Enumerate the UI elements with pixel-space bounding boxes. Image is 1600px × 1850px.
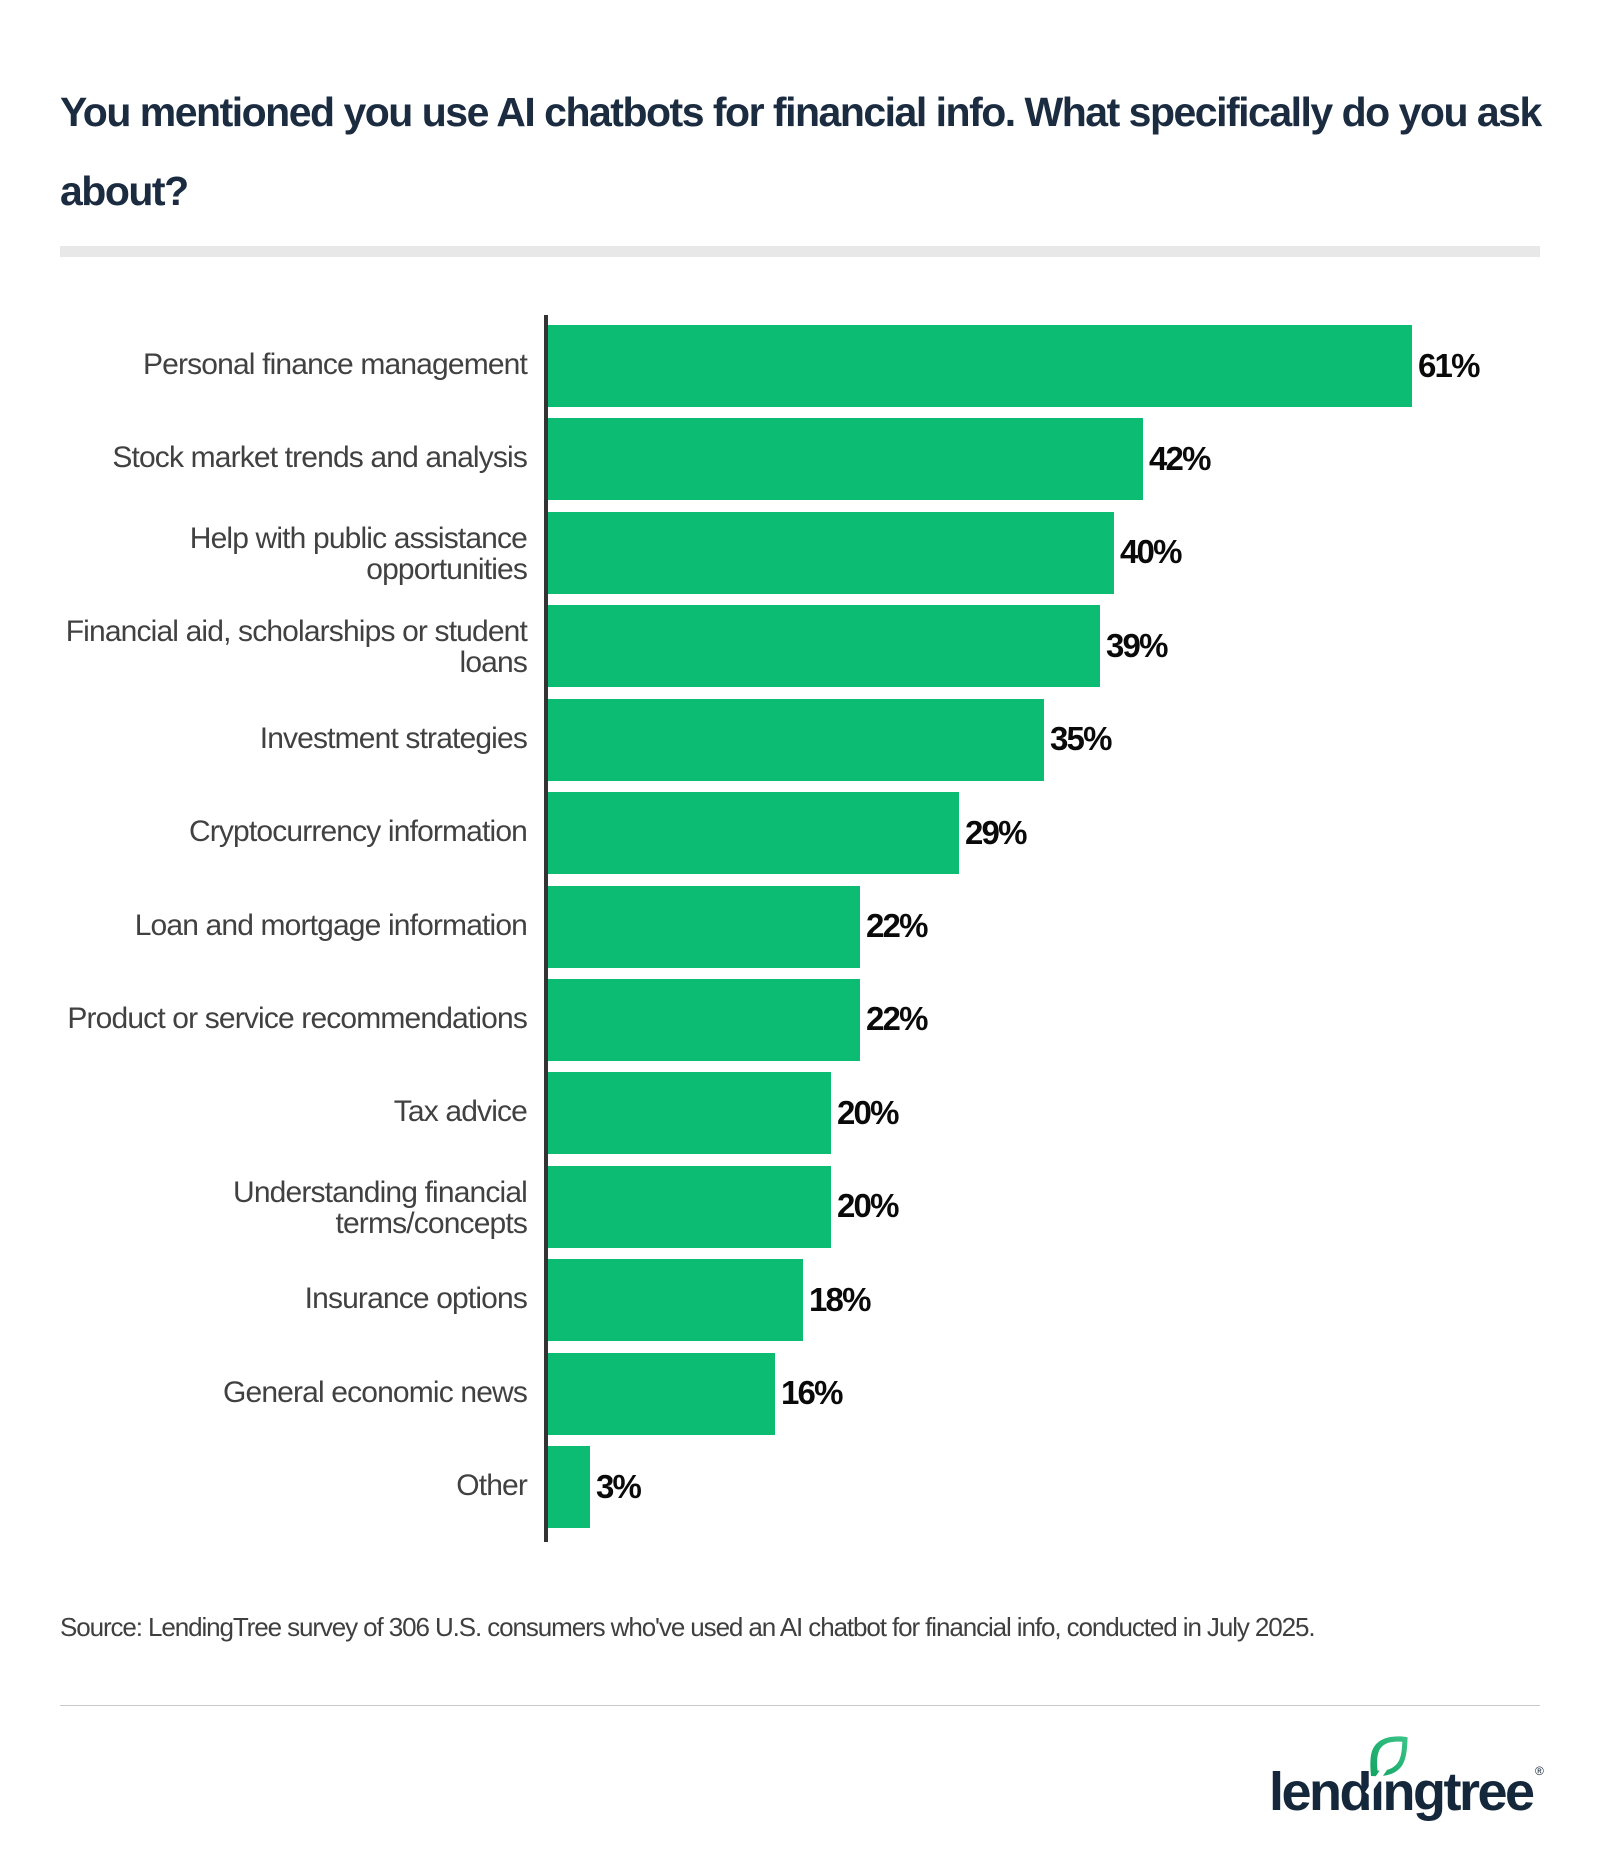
svg-text:®: ® <box>1535 1764 1544 1778</box>
svg-text:lendıngtree: lendıngtree <box>1269 1762 1534 1822</box>
